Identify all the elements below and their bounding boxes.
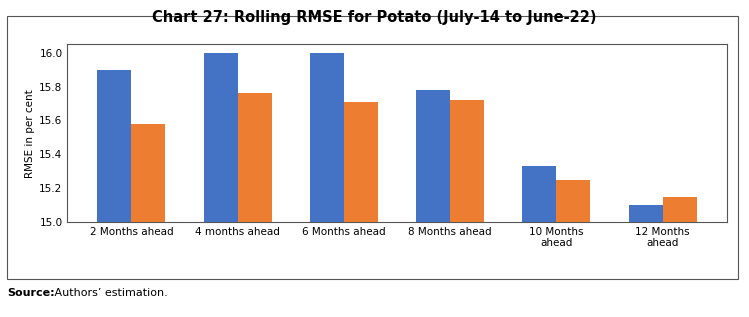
Bar (237, 94, 272, 317)
Bar (557, 180, 590, 317)
Bar (97, 70, 131, 317)
Y-axis label: RMSE in per cent: RMSE in per cent (25, 89, 35, 178)
Bar (131, 124, 166, 317)
Bar (663, 197, 697, 317)
Bar (344, 102, 377, 317)
Bar (628, 205, 663, 317)
Text: Chart 27: Rolling RMSE for Potato (July-14 to June-22): Chart 27: Rolling RMSE for Potato (July-… (152, 10, 597, 24)
Bar (204, 53, 237, 317)
Bar (450, 100, 484, 317)
Bar (310, 53, 344, 317)
Bar (522, 166, 557, 317)
Text: Source:: Source: (7, 288, 55, 299)
Text: Authors’ estimation.: Authors’ estimation. (51, 288, 168, 299)
Bar (416, 90, 450, 317)
